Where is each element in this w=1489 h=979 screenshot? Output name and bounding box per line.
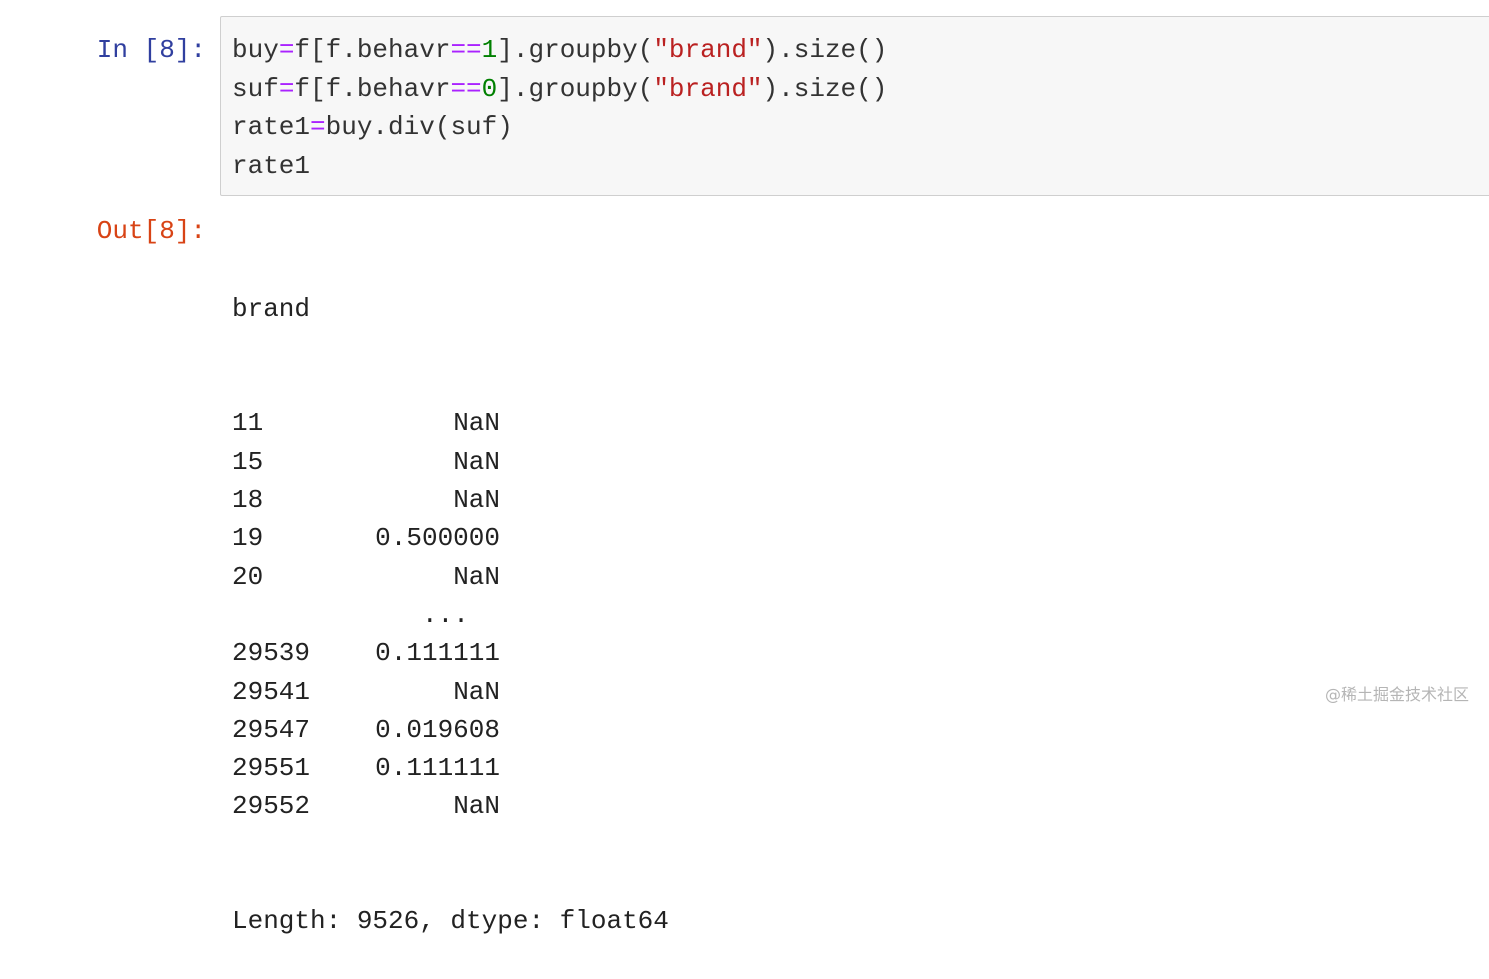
code-token: == bbox=[450, 73, 482, 104]
watermark: @稀土掘金技术社区 bbox=[1324, 685, 1469, 704]
series-row: 15 NaN bbox=[232, 443, 669, 481]
code-line: rate1 bbox=[232, 147, 887, 186]
row-value: ... bbox=[421, 599, 500, 630]
row-index: 29552 bbox=[232, 791, 311, 822]
code-token: "brand" bbox=[653, 73, 763, 104]
series-row: 29551 0.111111 bbox=[232, 749, 669, 787]
row-value: 0.500000 bbox=[375, 523, 500, 554]
index-name: brand bbox=[232, 293, 311, 324]
row-index: 29551 bbox=[232, 753, 311, 784]
code-token: buy.div(suf) bbox=[325, 112, 513, 143]
row-index: 29547 bbox=[232, 714, 311, 745]
series-row: 19 0.500000 bbox=[232, 519, 669, 557]
series-row: 18 NaN bbox=[232, 481, 669, 519]
code-token: "brand" bbox=[653, 35, 763, 65]
code-token: ].groupby( bbox=[497, 35, 654, 65]
row-value: 0.111111 bbox=[375, 753, 500, 784]
series-row: 20 NaN bbox=[232, 558, 669, 596]
code-token: ).size() bbox=[762, 35, 888, 65]
series-row: 29547 0.019608 bbox=[232, 711, 669, 749]
code-token: ].groupby( bbox=[497, 73, 654, 104]
code-token: rate1 bbox=[232, 150, 311, 181]
row-value: NaN bbox=[453, 676, 500, 707]
series-footer: Length: 9526, dtype: float64 bbox=[232, 906, 669, 937]
row-value: 0.111111 bbox=[375, 638, 500, 669]
code-line: buy=f[f.behavr==1].groupby("brand").size… bbox=[232, 31, 887, 70]
row-value: NaN bbox=[453, 485, 500, 516]
code-token: f[f.behavr bbox=[294, 35, 451, 65]
code-token: = bbox=[278, 73, 295, 104]
output-prompt: Out[8]: bbox=[96, 216, 206, 246]
code-token: rate1 bbox=[232, 112, 311, 143]
row-index: 29539 bbox=[232, 638, 311, 669]
code-token: = bbox=[278, 35, 295, 65]
code-token: ).size() bbox=[762, 73, 888, 104]
row-index: 20 bbox=[232, 561, 264, 592]
code-token: == bbox=[450, 35, 482, 65]
row-index: 29541 bbox=[232, 676, 311, 707]
row-value: NaN bbox=[453, 408, 500, 439]
row-index: 18 bbox=[232, 485, 264, 516]
row-index: 11 bbox=[232, 408, 264, 439]
series-row: ... bbox=[232, 596, 669, 634]
row-index: 15 bbox=[232, 446, 264, 477]
cell-output: brand 11 NaN 15 NaN 18 NaN 19 0.500000 20 NaN... … bbox=[232, 213, 669, 979]
series-row: 29539 0.111111 bbox=[232, 634, 669, 672]
code-token: 0 bbox=[481, 73, 498, 104]
code-token: = bbox=[310, 112, 326, 143]
row-value: 0.019608 bbox=[375, 714, 500, 745]
series-row: 29552 NaN bbox=[232, 787, 669, 825]
code-token: suf bbox=[232, 73, 279, 104]
code-token: f[f.behavr bbox=[294, 73, 451, 104]
series-row: 11 NaN bbox=[232, 404, 669, 442]
row-index bbox=[232, 596, 352, 634]
code-line: rate1=buy.div(suf) bbox=[232, 108, 887, 147]
row-value: NaN bbox=[453, 791, 500, 822]
row-value: NaN bbox=[453, 561, 500, 592]
code-token: 1 bbox=[481, 35, 498, 65]
row-index: 19 bbox=[232, 523, 264, 554]
code-token: buy bbox=[232, 35, 279, 65]
code-cell-input[interactable]: buy=f[f.behavr==1].groupby("brand").size… bbox=[220, 16, 1489, 196]
code-editor[interactable]: buy=f[f.behavr==1].groupby("brand").size… bbox=[232, 31, 887, 185]
input-prompt: In [8]: bbox=[96, 35, 206, 65]
code-line: suf=f[f.behavr==0].groupby("brand").size… bbox=[232, 70, 887, 109]
series-row: 29541 NaN bbox=[232, 673, 669, 711]
row-value: NaN bbox=[453, 446, 500, 477]
